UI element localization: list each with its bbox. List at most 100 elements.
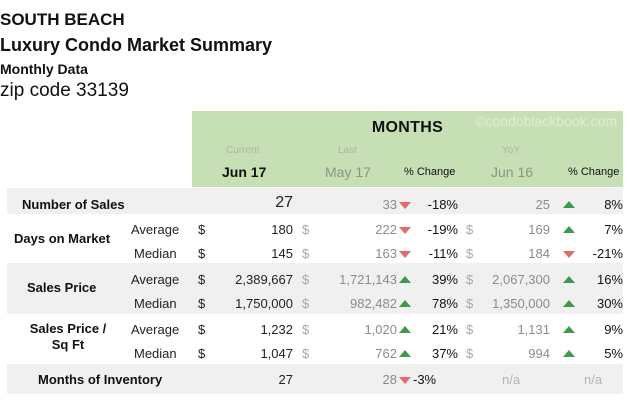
trend-up-icon	[563, 276, 575, 283]
trend-up-icon	[399, 350, 411, 357]
report-title: SOUTH BEACH	[0, 10, 125, 29]
sub-label: Average	[131, 322, 180, 337]
row-months-of-inventory: Months of Inventory 27 28 -3% n/a n/a	[7, 364, 623, 394]
current-value: 27	[278, 372, 293, 387]
yoy-value: 2,067,300	[492, 272, 550, 287]
currency-symbol: $	[198, 272, 206, 287]
currency-symbol: $	[302, 246, 310, 261]
row-label: Number of Sales	[22, 197, 125, 212]
currency-symbol: $	[466, 322, 474, 337]
last-value: 33	[382, 197, 397, 212]
yoy-pct-change: 30%	[596, 296, 623, 311]
report-subtitle: Luxury Condo Market Summary	[0, 35, 273, 55]
current-period: Jun 17	[222, 164, 267, 180]
trend-down-icon	[563, 251, 575, 258]
last-period: May 17	[325, 164, 371, 180]
currency-symbol: $	[302, 346, 310, 361]
currency-symbol: $	[466, 222, 474, 237]
row-days-on-market: Days on Market Average $ 180 $ 222 -19% …	[7, 214, 623, 263]
trend-down-icon	[399, 251, 411, 258]
months-header: MONTHS	[371, 119, 444, 136]
currency-symbol: $	[302, 322, 310, 337]
yoy-value: 1,350,000	[492, 296, 550, 311]
trend-down-icon	[399, 202, 411, 209]
current-label: Current	[226, 145, 260, 156]
last-value: 982,482	[350, 296, 397, 311]
currency-symbol: $	[198, 346, 206, 361]
yoy-period: Jun 16	[491, 164, 534, 180]
current-value: 1,047	[260, 346, 293, 361]
row-number-of-sales: Number of Sales 27 33 -18% 25 8%	[7, 188, 623, 214]
currency-symbol: $	[198, 222, 206, 237]
row-label-line1: Sales Price /	[29, 321, 107, 336]
trend-up-icon	[563, 300, 575, 307]
yoy-pct-change: 8%	[604, 197, 623, 212]
currency-symbol: $	[198, 296, 206, 311]
currency-symbol: $	[198, 322, 206, 337]
sub-label: Average	[131, 272, 180, 287]
trend-up-icon	[399, 326, 411, 333]
currency-symbol: $	[302, 272, 310, 287]
last-pct-change: 78%	[431, 296, 458, 311]
row-label: Days on Market	[14, 231, 111, 246]
currency-symbol: $	[466, 296, 474, 311]
yoy-pct-change: 7%	[604, 222, 623, 237]
current-value: 1,232	[260, 322, 293, 337]
current-value: 2,389,667	[235, 272, 293, 287]
watermark: ©condoblackbook.com	[475, 113, 617, 129]
trend-up-icon	[563, 201, 575, 208]
row-label: Sales Price	[27, 280, 97, 295]
last-pct-change: 21%	[431, 322, 458, 337]
last-pct-change: -11%	[428, 246, 458, 261]
current-value: 27	[275, 194, 293, 211]
row-price-per-sqft: Sales Price / Sq Ft Average $ 1,232 $ 1,…	[7, 314, 623, 364]
last-value: 1,721,143	[339, 272, 397, 287]
trend-down-icon	[399, 227, 411, 234]
last-value: 762	[375, 346, 397, 361]
sub-label: Median	[134, 246, 177, 261]
yoy-label: YoY	[502, 145, 520, 156]
yoy-value: 1,131	[517, 322, 550, 337]
sub-label: Median	[134, 296, 177, 311]
current-value: 145	[271, 246, 293, 261]
current-value: 180	[271, 222, 293, 237]
pct-change-header-yoy: % Change	[568, 166, 620, 178]
last-pct-change: 37%	[431, 346, 458, 361]
yoy-pct-change: n/a	[584, 372, 603, 387]
report-frequency: Monthly Data	[0, 61, 88, 77]
currency-symbol: $	[302, 296, 310, 311]
currency-symbol: $	[198, 246, 206, 261]
row-label-line2: Sq Ft	[51, 337, 85, 352]
row-sales-price: Sales Price Average $ 2,389,667 $ 1,721,…	[7, 263, 623, 314]
pct-change-header-last: % Change	[404, 166, 456, 178]
yoy-pct-change: 9%	[604, 322, 623, 337]
row-label: Sales Price / Sq Ft	[23, 321, 113, 353]
row-label: Months of Inventory	[38, 372, 163, 387]
last-pct-change: -3%	[413, 372, 437, 387]
trend-up-icon	[563, 326, 575, 333]
trend-up-icon	[563, 350, 575, 357]
currency-symbol: $	[466, 246, 474, 261]
last-value: 222	[375, 222, 397, 237]
sub-label: Median	[134, 346, 177, 361]
sub-label: Average	[131, 222, 180, 237]
yoy-value: 169	[528, 222, 550, 237]
last-label: Last	[338, 145, 357, 156]
column-header-band: ©condoblackbook.com MONTHS Current Last …	[192, 111, 623, 187]
yoy-value: 994	[528, 346, 550, 361]
currency-symbol: $	[302, 222, 310, 237]
yoy-value: n/a	[502, 372, 521, 387]
last-value: 1,020	[364, 322, 397, 337]
last-pct-change: 39%	[431, 272, 458, 287]
yoy-pct-change: 16%	[596, 272, 623, 287]
currency-symbol: $	[466, 272, 474, 287]
yoy-value: 25	[535, 197, 550, 212]
report-zip: zip code 33139	[0, 80, 129, 101]
trend-down-icon	[399, 377, 411, 384]
trend-up-icon	[399, 300, 411, 307]
last-value: 163	[375, 246, 397, 261]
currency-symbol: $	[466, 346, 474, 361]
current-value: 1,750,000	[235, 296, 293, 311]
last-pct-change: -19%	[427, 222, 458, 237]
yoy-pct-change: 5%	[604, 346, 623, 361]
